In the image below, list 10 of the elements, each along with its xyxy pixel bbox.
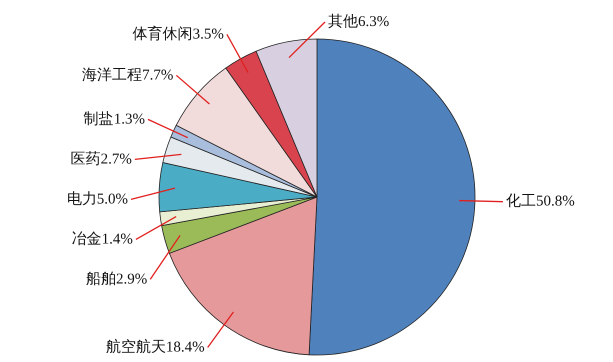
slice-label: 医药2.7% bbox=[70, 150, 132, 168]
slice-label: 体育休闲3.5% bbox=[132, 25, 224, 42]
slice-label: 电力5.0% bbox=[66, 190, 128, 208]
slice-label: 冶金1.4% bbox=[72, 230, 133, 248]
slice-label: 化工50.8% bbox=[506, 192, 575, 210]
slice-label: 制盐1.3% bbox=[84, 110, 145, 128]
slice-label: 海洋工程7.7% bbox=[82, 66, 174, 84]
slice-label: 船舶2.9% bbox=[86, 270, 148, 288]
slice-label: 其他6.3% bbox=[328, 13, 390, 30]
slice-label: 航空航天18.4% bbox=[106, 338, 205, 356]
